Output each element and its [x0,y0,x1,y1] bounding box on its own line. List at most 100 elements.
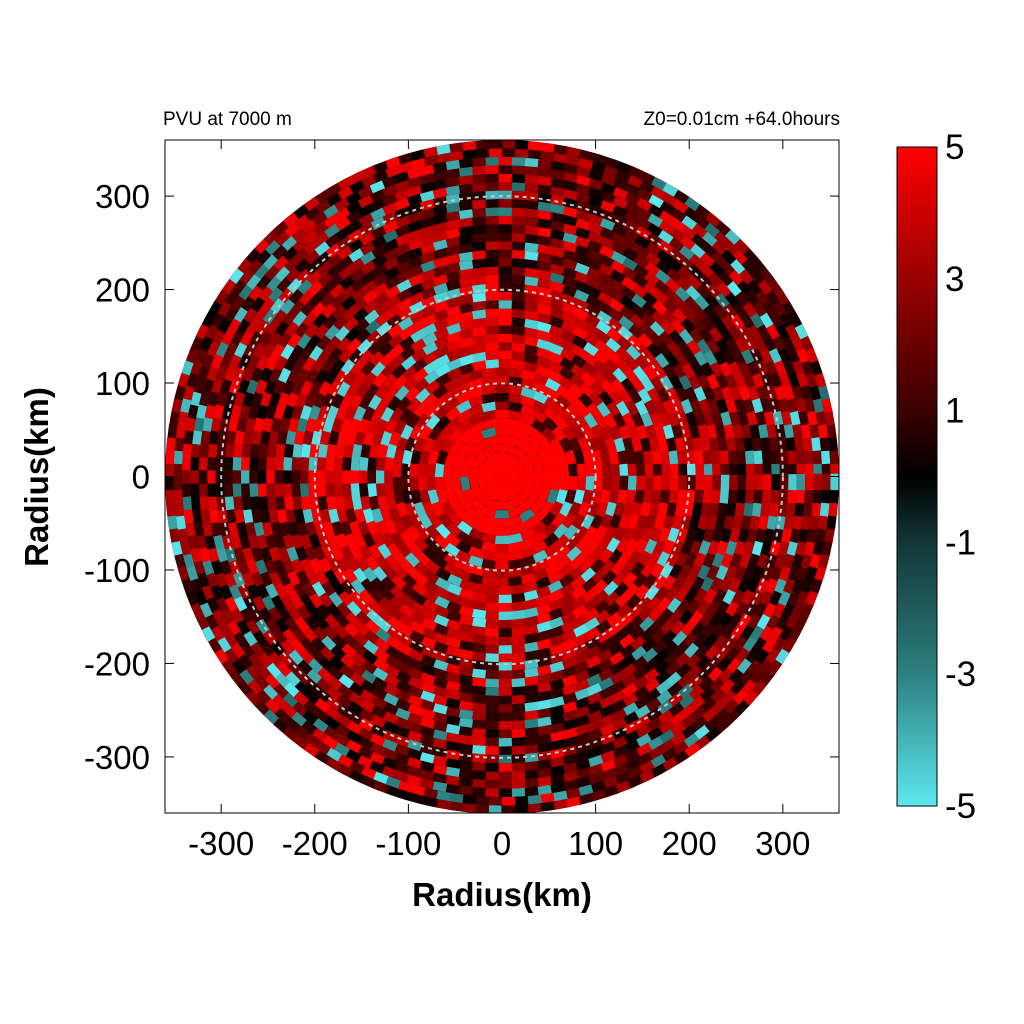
field-cell [613,524,627,542]
field-cell [379,431,393,448]
field-cell [433,632,451,646]
field-cell [364,382,380,400]
field-cell [420,654,438,668]
field-cell [496,241,512,250]
field-cell [447,426,463,443]
field-cell [590,557,607,574]
field-cell [470,343,487,355]
field-cell [520,546,537,559]
field-cell [583,524,599,542]
field-cell [778,538,790,556]
field-cell [249,443,260,461]
field-cell [431,265,448,278]
field-cell [534,364,551,378]
field-cell [630,560,646,578]
field-cell [510,334,526,344]
field-cell [285,430,297,448]
field-cell [371,532,386,549]
pv-field [165,140,839,813]
field-cell [396,670,414,686]
field-cell [654,513,667,530]
field-cell [509,300,526,310]
field-cell [304,546,318,564]
field-cell [511,737,528,747]
field-cell [331,545,345,563]
field-cell [546,369,563,384]
field-cell [431,282,449,296]
field-cell [425,524,441,541]
field-cell [675,409,689,427]
field-cell [251,509,263,526]
field-cell [436,489,449,505]
field-cell [432,764,451,776]
field-cell [596,281,614,296]
field-cell [496,207,512,216]
field-cell [410,357,428,373]
field-cell [571,325,589,340]
field-cell [485,763,502,772]
field-cell [368,443,380,460]
field-cell [167,515,178,533]
field-cell [498,653,514,663]
field-cell [541,511,557,528]
field-cell [408,319,426,335]
field-cell [326,496,337,512]
field-cell [290,380,304,398]
field-cell [616,536,631,554]
field-cell [532,372,549,386]
field-cell [413,436,427,453]
field-cell [468,537,485,551]
field-cell [610,559,627,576]
field-cell [259,391,272,410]
field-cell [535,286,552,298]
field-cell [568,372,586,389]
field-cell [498,788,516,798]
field-cell [522,301,539,313]
field-cell [241,443,252,461]
field-cell [273,534,287,552]
field-cell [585,186,604,200]
field-cell [408,648,426,663]
field-cell [445,715,463,727]
field-cell [393,449,405,466]
field-cell [779,460,789,477]
field-cell [572,613,590,629]
field-cell [688,562,703,580]
field-cell [498,602,514,612]
field-cell [354,508,366,525]
field-cell [458,631,476,644]
field-cell [407,712,426,726]
field-cell [367,470,376,486]
field-cell [456,268,474,280]
field-cell [233,496,244,513]
field-cell [468,518,485,533]
field-cell [568,462,578,477]
field-cell [821,537,834,556]
field-cell [546,360,564,374]
field-cell [426,477,436,492]
field-cell [445,349,462,363]
field-cell [811,499,822,517]
field-cell [524,641,541,653]
field-cell [407,310,425,325]
field-cell [467,386,484,399]
field-cell [458,700,476,712]
field-cell [204,404,216,422]
field-cell [751,395,764,414]
field-cell [302,430,314,447]
field-cell [547,228,565,241]
field-cell [495,569,510,578]
field-cell [371,372,388,390]
field-cell [560,284,578,298]
field-cell [456,260,474,271]
field-cell [745,487,755,504]
field-cell [165,437,176,455]
field-cell [497,325,513,335]
field-cell [239,534,252,553]
field-cell [472,762,489,772]
field-cell [242,430,254,448]
field-cell [189,391,202,410]
field-cell [522,318,539,330]
field-cell [571,306,589,321]
field-cell [260,509,271,526]
